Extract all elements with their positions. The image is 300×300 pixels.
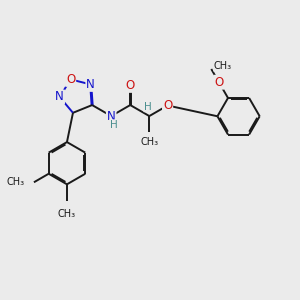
Text: CH₃: CH₃ [140, 137, 158, 147]
Text: N: N [107, 110, 116, 123]
Text: O: O [214, 76, 224, 89]
Text: H: H [110, 120, 117, 130]
Text: N: N [86, 78, 95, 91]
Text: O: O [66, 73, 75, 86]
Text: O: O [163, 99, 172, 112]
Text: CH₃: CH₃ [58, 209, 76, 219]
Text: N: N [55, 91, 64, 103]
Text: CH₃: CH₃ [6, 177, 25, 187]
Text: CH₃: CH₃ [214, 61, 232, 71]
Text: H: H [144, 102, 152, 112]
Text: O: O [126, 79, 135, 92]
